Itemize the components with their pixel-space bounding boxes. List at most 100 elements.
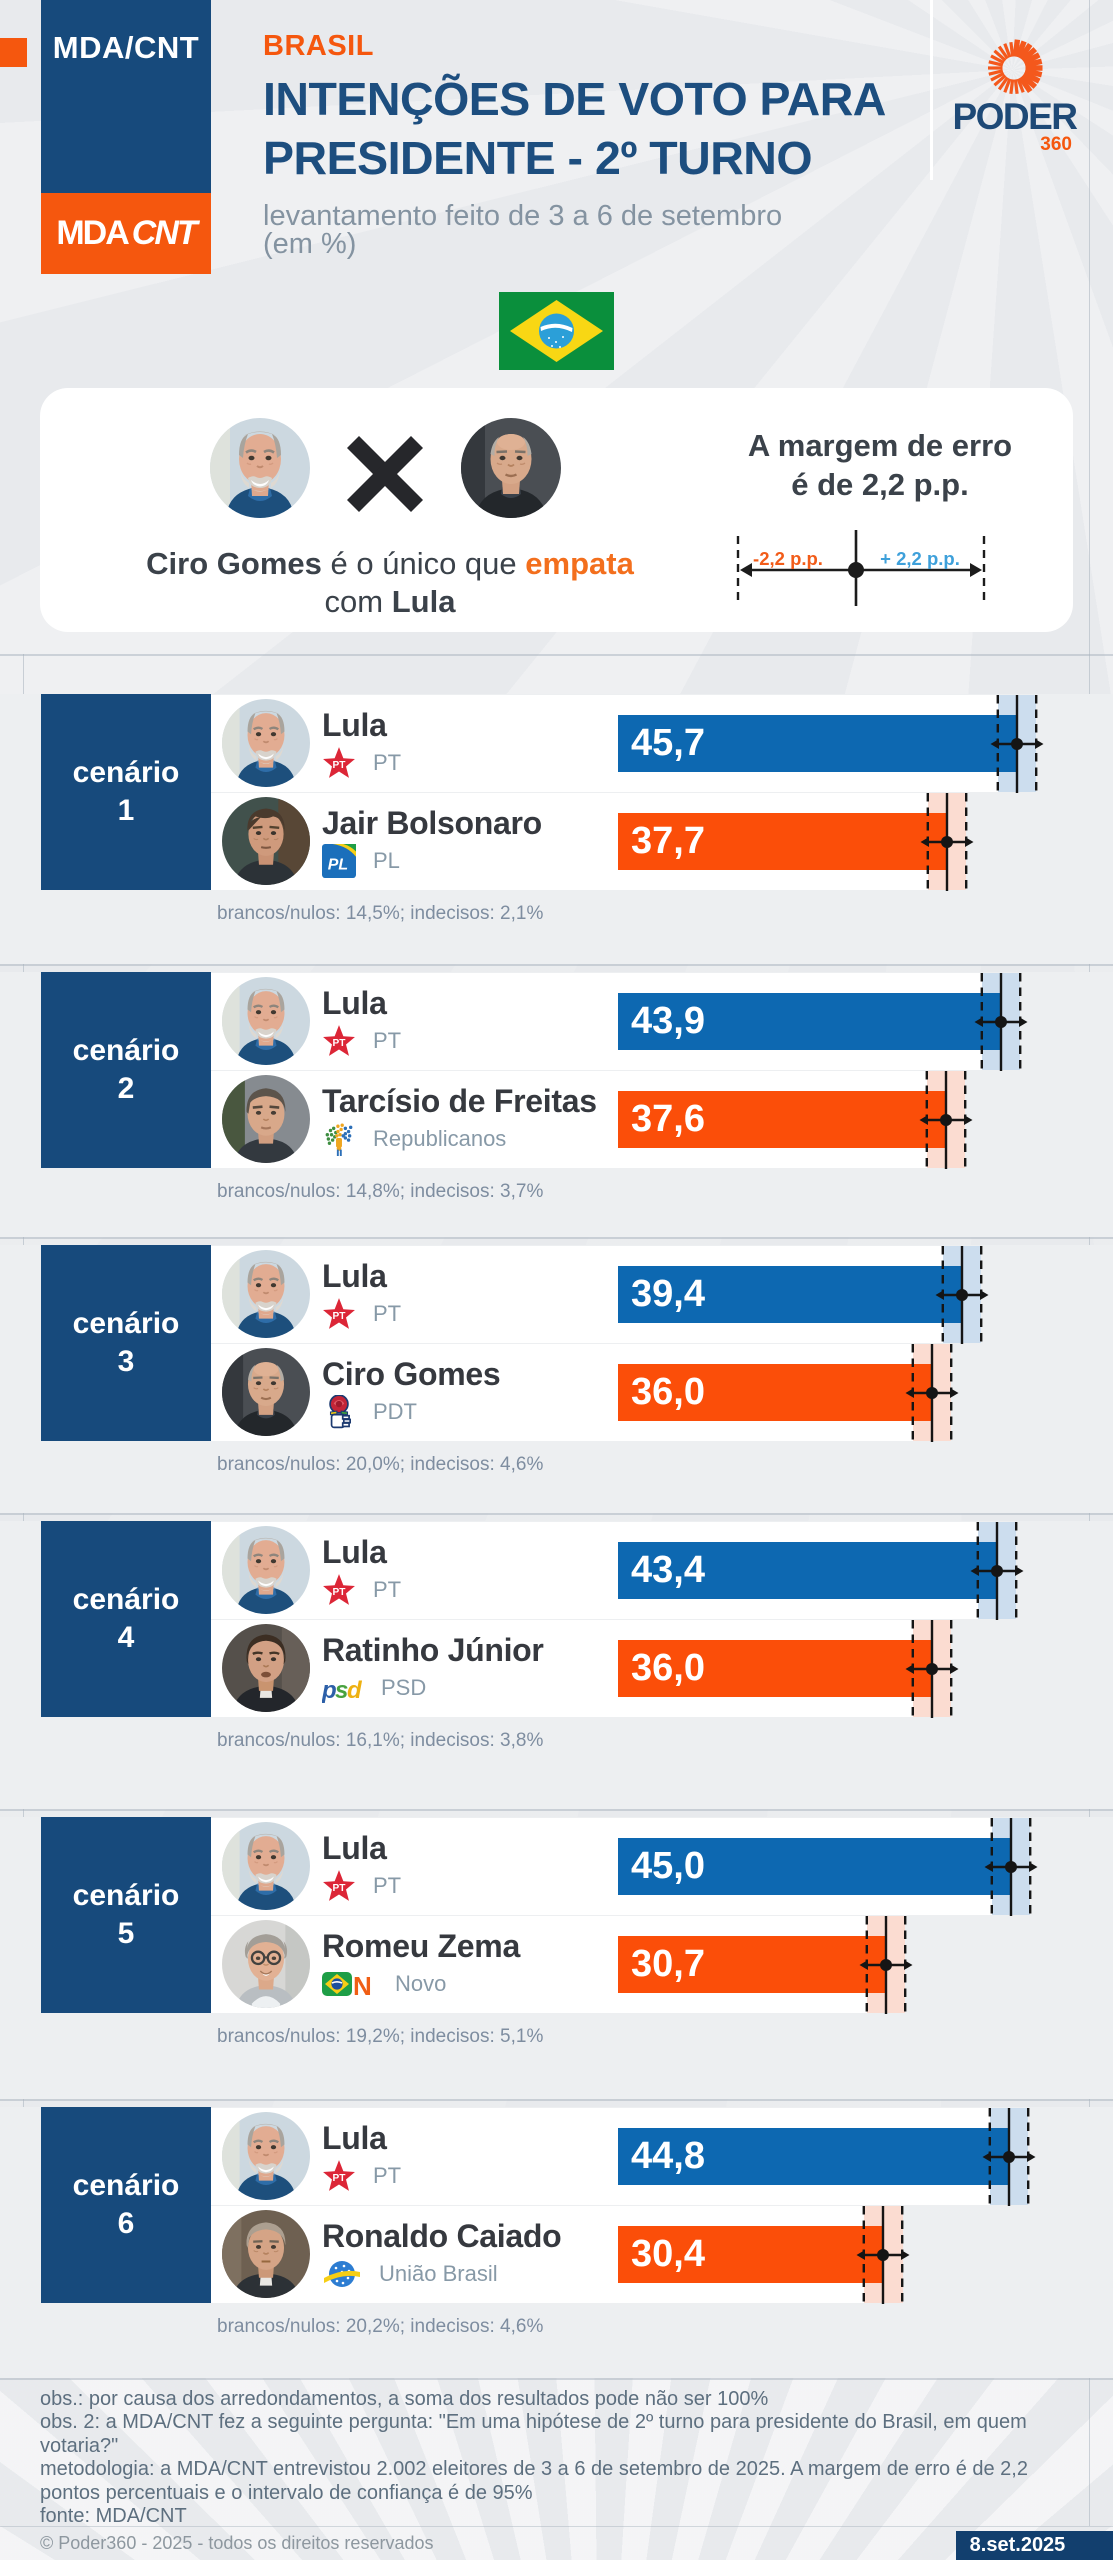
party-line: PT [322, 1025, 401, 1057]
result-value-label: 36,0 [631, 1370, 705, 1413]
gridline-horizontal [0, 2378, 1113, 2380]
party-line: PT [322, 1574, 401, 1606]
subtitle-unit: (em %) [263, 228, 357, 260]
error-margin-marker [935, 1246, 989, 1344]
margin-diagram-graphic [736, 530, 986, 606]
mda-logo-text: MDA [56, 214, 129, 252]
scenario-number: 4 [117, 1621, 135, 1654]
error-margin-marker [905, 1344, 959, 1442]
ciro-photo [461, 418, 561, 518]
gridline-vertical [23, 654, 24, 2378]
avatar-lula-photo [222, 1822, 310, 1910]
party-label: PT [373, 1301, 402, 1326]
result-bar: 45,7 [618, 714, 1017, 772]
party-line: Republicanos [322, 1123, 506, 1155]
scenario-word: cenário [72, 1034, 180, 1067]
margin-of-error-diagram: -2,2 p.p. + 2,2 p.p. [690, 528, 990, 608]
result-value-label: 37,7 [631, 819, 705, 862]
result-bar: 45,0 [618, 1837, 1011, 1895]
scenario-word: cenário [72, 1879, 180, 1912]
result-bar: 37,7 [618, 812, 948, 870]
avatar-ratinho-photo [222, 1624, 310, 1712]
candidate-name: Ciro Gomes [322, 1356, 501, 1392]
error-margin-marker [974, 973, 1028, 1071]
page-title: INTENÇÕES DE VOTO PARA PRESIDENTE - 2º T… [263, 70, 886, 188]
error-margin-marker [856, 2206, 910, 2304]
result-value-label: 44,8 [631, 2134, 705, 2177]
pl-icon [322, 844, 356, 878]
caption-empata: empata [525, 546, 634, 581]
gridline-horizontal [0, 1237, 1113, 1239]
result-value-label: 45,0 [631, 1844, 705, 1887]
subtitle-period: levantamento feito de 3 a 6 de setembro [263, 200, 783, 232]
pollster-badge: MDA/CNT [41, 0, 211, 193]
date-badge: 8.set.2025 [956, 2531, 1113, 2560]
psd-icon [322, 1671, 364, 1705]
result-bar: 39,4 [618, 1265, 962, 1323]
error-margin-marker [984, 1818, 1038, 1916]
scenario-number: 2 [117, 1072, 135, 1105]
candidate-name: Lula [322, 2120, 387, 2156]
error-margin-marker [990, 695, 1044, 793]
party-label: PT [373, 1577, 402, 1602]
result-value-label: 30,7 [631, 1942, 705, 1985]
scenario-note: brancos/nulos: 20,2%; indecisos: 4,6% [217, 2316, 544, 2337]
error-margin-marker [982, 2108, 1036, 2206]
result-bar: 36,0 [618, 1639, 933, 1697]
candidate-name: Tarcísio de Freitas [322, 1083, 597, 1119]
margin-title-line2: é de 2,2 p.p. [791, 467, 969, 502]
scenario-note: brancos/nulos: 16,1%; indecisos: 3,8% [217, 1730, 544, 1751]
avatar-tarcisio-photo [222, 1075, 310, 1163]
copyright-text: © Poder360 - 2025 - todos os direitos re… [40, 2533, 434, 2553]
avatar-zema-photo [222, 1920, 310, 2008]
scenario-number: 6 [117, 2207, 135, 2240]
versus-x-icon [346, 435, 424, 513]
party-line: PT [322, 1298, 401, 1330]
scenario-number: 5 [117, 1917, 135, 1950]
poder360-logo-word: PODER [952, 96, 1078, 137]
party-label: Republicanos [373, 1126, 507, 1151]
candidate-name: Lula [322, 985, 387, 1021]
scenario-label-5: cenário 5 [41, 1817, 211, 2013]
background-rays-bottom [0, 2378, 1113, 2560]
party-line: União Brasil [322, 2258, 498, 2290]
footer-notes: obs.: por causa dos arredondamentos, a s… [40, 2388, 1100, 2528]
avatar-caiado-photo [222, 2210, 310, 2298]
pollster-badge-label: MDA/CNT [52, 30, 200, 65]
uniao-icon [322, 2257, 362, 2291]
footer-note-line: pontos percentuais e o intervalo de conf… [40, 2481, 533, 2504]
pt-star-icon [322, 1024, 356, 1058]
margin-title-line1: A margem de erro [747, 428, 1013, 463]
error-margin-marker [859, 1916, 913, 2014]
avatar-lula-photo [222, 1526, 310, 1614]
party-label: PT [373, 1873, 402, 1898]
scenario-label-4: cenário 4 [41, 1521, 211, 1717]
scenario-label-6: cenário 6 [41, 2107, 211, 2303]
scenario-label-1: cenário 1 [41, 694, 211, 890]
avatar-bolsonaro-photo [222, 797, 310, 885]
gridline-horizontal [0, 2099, 1113, 2101]
gridline-horizontal [0, 654, 1113, 656]
footer-separator [0, 2526, 1113, 2527]
scenario-label-3: cenário 3 [41, 1245, 211, 1441]
result-value-label: 39,4 [631, 1272, 705, 1315]
candidate-name: Lula [322, 1534, 387, 1570]
scenario-note: brancos/nulos: 19,2%; indecisos: 5,1% [217, 2026, 544, 2047]
avatar-lula-photo [222, 977, 310, 1065]
pdt-icon [322, 1395, 356, 1429]
avatar-lula-photo [222, 699, 310, 787]
scenario-word: cenário [72, 2169, 180, 2202]
result-value-label: 43,4 [631, 1548, 705, 1591]
footer-note-line: metodologia: a MDA/CNT entrevistou 2.002… [40, 2458, 1028, 2481]
party-label: União Brasil [379, 2261, 498, 2286]
scenario-label-2: cenário 2 [41, 972, 211, 1168]
pt-star-icon [322, 746, 356, 780]
party-line: PT [322, 747, 401, 779]
party-label: PT [373, 1028, 402, 1053]
avatar-lula-photo [222, 2112, 310, 2200]
error-margin-marker [920, 793, 974, 891]
party-label: Novo [395, 1971, 447, 1996]
pt-star-icon [322, 1573, 356, 1607]
error-margin-marker [905, 1620, 959, 1718]
candidate-name: Lula [322, 1258, 387, 1294]
